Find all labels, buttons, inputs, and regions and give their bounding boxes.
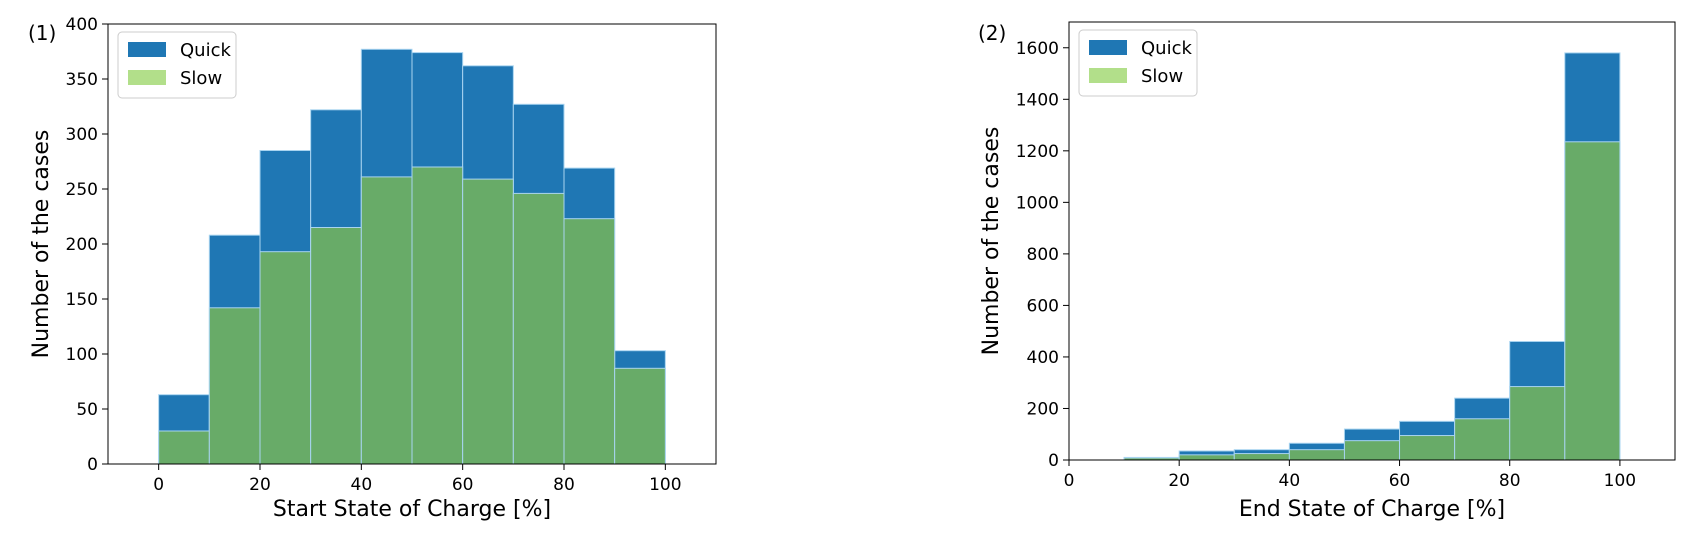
x-tick-label: 80 xyxy=(1499,471,1521,491)
legend-swatch-slow xyxy=(1089,68,1127,83)
y-axis-label: Number of the cases xyxy=(29,130,54,359)
y-tick-label: 400 xyxy=(1027,348,1059,368)
bar-slow xyxy=(1343,440,1401,461)
x-axis-label: End State of Charge [%] xyxy=(1239,497,1505,522)
legend-swatch-quick xyxy=(1089,40,1127,55)
legend-label-quick: Quick xyxy=(1141,38,1192,59)
x-tick-label: 0 xyxy=(1064,471,1075,491)
y-axis-label: Number of the cases xyxy=(979,127,1004,356)
legend-label-slow: Slow xyxy=(180,68,222,89)
bar-slow xyxy=(158,430,210,465)
bar-slow xyxy=(512,192,565,465)
bar-slow xyxy=(563,218,616,465)
bar-slow xyxy=(1454,418,1511,461)
y-tick-label: 200 xyxy=(66,235,98,255)
y-tick-label: 200 xyxy=(1027,399,1059,419)
y-tick-label: 0 xyxy=(1048,451,1059,471)
bar-slow xyxy=(1509,386,1566,461)
x-tick-label: 40 xyxy=(351,475,373,495)
legend-label-slow: Slow xyxy=(1141,66,1183,87)
x-tick-label: 20 xyxy=(1168,471,1190,491)
axes-frame xyxy=(1068,21,1676,461)
x-tick-label: 100 xyxy=(649,475,681,495)
bar-slow xyxy=(360,176,413,465)
legend-label-quick: Quick xyxy=(180,40,231,61)
x-tick-label: 0 xyxy=(153,475,164,495)
y-tick-label: 50 xyxy=(76,400,98,420)
chart-panel-2: 0 20 40 60 80 1000200400600800100012001400160… xyxy=(978,21,1676,522)
x-tick-label: 60 xyxy=(452,475,474,495)
bar-slow xyxy=(259,251,312,465)
y-tick-label: 250 xyxy=(66,180,98,200)
panel-label: (2) xyxy=(978,21,1006,45)
bar-slow xyxy=(310,227,362,465)
bar-slow xyxy=(1564,141,1621,461)
x-tick-label: 80 xyxy=(553,475,575,495)
y-tick-label: 1600 xyxy=(1016,39,1059,59)
bar-slow xyxy=(411,166,464,465)
bar-slow xyxy=(1288,449,1345,461)
bar-slow xyxy=(1178,454,1235,461)
x-tick-label: 60 xyxy=(1389,471,1411,491)
y-tick-label: 350 xyxy=(66,70,98,90)
legend-swatch-slow xyxy=(128,70,166,85)
y-tick-label: 1000 xyxy=(1016,193,1059,213)
x-axis-label: Start State of Charge [%] xyxy=(273,497,551,522)
x-tick-label: 20 xyxy=(249,475,271,495)
y-tick-label: 100 xyxy=(66,345,98,365)
bar-slow xyxy=(1233,453,1290,461)
y-tick-label: 600 xyxy=(1027,296,1059,316)
chart-panel-1: 0 20 40 60 80 100 0 50 100 150 200 250 300 350 400 Star… xyxy=(28,15,717,522)
panel-label: (1) xyxy=(28,21,56,45)
y-tick-label: 400 xyxy=(66,15,98,35)
y-tick-label: 1400 xyxy=(1016,90,1059,110)
y-tick-label: 0 xyxy=(87,455,98,475)
x-tick-label: 40 xyxy=(1279,471,1301,491)
legend-swatch-quick xyxy=(128,42,166,57)
x-tick-label: 100 xyxy=(1604,471,1636,491)
y-tick-label: 800 xyxy=(1027,245,1059,265)
y-tick-label: 300 xyxy=(66,125,98,145)
bar-slow xyxy=(1399,435,1456,461)
y-tick-label: 1200 xyxy=(1016,142,1059,162)
bar-slow xyxy=(462,178,514,465)
bar-slow xyxy=(614,367,666,465)
y-tick-label: 150 xyxy=(66,290,98,310)
bar-slow xyxy=(208,307,261,465)
